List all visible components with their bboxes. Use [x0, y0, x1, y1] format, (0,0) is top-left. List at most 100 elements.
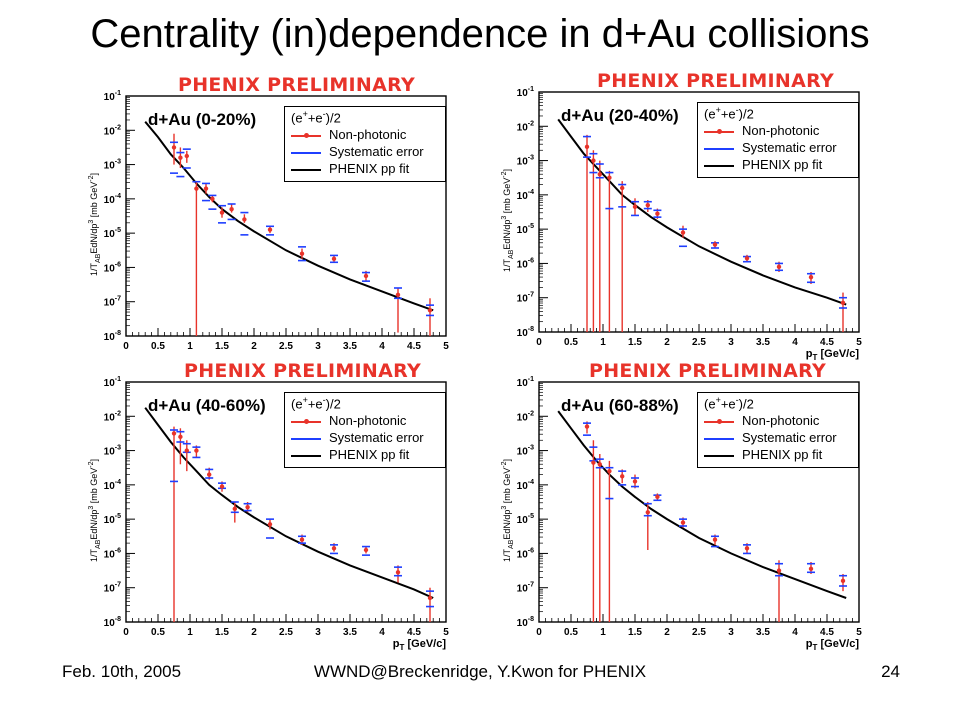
pp-fit-curve	[557, 410, 847, 599]
data-marker	[584, 424, 590, 429]
x-tick-label: 5	[856, 337, 862, 348]
y-tick-label: 10-7	[104, 296, 121, 309]
legend-swatch	[704, 165, 734, 167]
data-point	[330, 254, 338, 264]
legend: (e++e-)/2 Non-photonic Systematic error PHE…	[284, 106, 446, 182]
data-point	[653, 208, 662, 219]
x-tick-label: 1.5	[215, 627, 229, 638]
data-point	[176, 428, 185, 465]
x-tick-label: 4.5	[820, 337, 834, 348]
x-tick-label: 4.5	[407, 341, 421, 352]
data-marker	[427, 595, 433, 601]
y-tick-label: 10-7	[104, 582, 121, 595]
x-tick-label: 3	[315, 627, 321, 638]
y-tick-label: 10-7	[517, 582, 534, 595]
x-tick-label: 5	[443, 341, 449, 352]
legend-swatch	[704, 419, 734, 424]
data-point	[243, 502, 252, 513]
legend-header: (e++e-)/2	[704, 395, 754, 412]
data-point	[631, 474, 639, 489]
data-marker	[210, 196, 215, 202]
x-tick-label: 0	[536, 627, 542, 638]
y-tick-label: 10-8	[104, 616, 121, 629]
data-point	[589, 150, 598, 332]
data-point	[807, 562, 815, 574]
data-marker	[232, 506, 237, 512]
centrality-label: d+Au (60-88%)	[561, 396, 679, 415]
data-marker	[744, 546, 750, 551]
data-point	[643, 200, 652, 212]
x-tick-label: 1.5	[628, 627, 642, 638]
x-tick-label: 4	[792, 337, 798, 348]
x-tick-label: 0.5	[564, 627, 578, 638]
centrality-label: d+Au (0-20%)	[148, 110, 257, 129]
y-tick-label: 10-4	[104, 479, 121, 492]
x-tick-label: 2	[251, 627, 257, 638]
y-axis-label: 1/TABEdN/dp3 [mb GeV-2]	[501, 458, 515, 562]
x-tick-label: 0.5	[151, 341, 165, 352]
x-tick-label: 2.5	[692, 337, 706, 348]
data-marker	[808, 566, 814, 572]
y-tick-label: 10-4	[104, 193, 121, 206]
data-point	[170, 426, 178, 622]
data-marker	[597, 462, 602, 467]
x-tick-label: 2.5	[279, 341, 293, 352]
y-tick-label: 10-6	[517, 257, 534, 270]
data-point	[362, 270, 370, 282]
y-tick-label: 10-8	[517, 616, 534, 629]
x-tick-label: 0	[123, 341, 129, 352]
data-marker	[645, 510, 650, 515]
data-marker	[242, 217, 247, 222]
data-point	[266, 225, 274, 236]
x-tick-label: 4	[379, 341, 385, 352]
data-point	[298, 246, 306, 262]
y-tick-label: 10-6	[104, 547, 121, 560]
data-point	[426, 587, 434, 622]
footer-credit: WWND@Breckenridge, Y.Kwon for PHENIX	[313, 662, 647, 681]
data-point	[192, 180, 201, 336]
x-tick-label: 1	[600, 627, 606, 638]
data-point	[394, 565, 402, 583]
data-marker	[395, 292, 401, 298]
chart-panel-40-60: 0 0.5 1 1.5 2 2.5 3 3.5 4 4.5 5 10-8 10-7 10-6 10-5 10-…	[84, 360, 460, 652]
legend-item: Non-photonic	[704, 413, 904, 431]
y-tick-label: 10-7	[517, 292, 534, 305]
data-marker	[203, 186, 209, 191]
data-marker	[331, 546, 337, 551]
legend-item: Non-photonic	[291, 127, 491, 145]
data-marker	[620, 185, 625, 191]
y-tick-label: 10-3	[104, 445, 121, 458]
legend-marker	[717, 129, 722, 134]
x-tick-label: 3	[728, 627, 734, 638]
data-marker	[395, 570, 401, 575]
y-tick-label: 10-3	[517, 155, 534, 168]
legend-swatch	[291, 152, 321, 154]
data-point	[362, 545, 370, 556]
centrality-label: d+Au (40-60%)	[148, 396, 266, 415]
data-marker	[591, 158, 596, 163]
data-point	[218, 481, 226, 492]
x-tick-label: 2	[664, 337, 670, 348]
legend-marker	[717, 419, 722, 424]
data-point	[595, 454, 604, 622]
legend-header: (e++e-)/2	[291, 395, 341, 412]
data-marker	[219, 484, 225, 489]
y-tick-label: 10-8	[104, 330, 121, 343]
legend-label: PHENIX pp fit	[742, 157, 823, 172]
y-axis-label: 1/TABEdN/dp3 [mb GeV-2]	[88, 172, 102, 276]
data-point	[618, 181, 627, 332]
data-point	[205, 467, 214, 480]
x-tick-label: 3	[728, 337, 734, 348]
x-tick-label: 1	[187, 627, 193, 638]
data-point	[775, 560, 783, 622]
chart-panel-60-88: 0 0.5 1 1.5 2 2.5 3 3.5 4 4.5 5 10-8 10-7 10-6 10-5 10-…	[497, 360, 873, 652]
legend-swatch	[291, 455, 321, 457]
data-marker	[178, 434, 183, 440]
data-marker	[184, 153, 189, 159]
legend: (e++e-)/2 Non-photonic Systematic error PHE…	[697, 102, 859, 178]
footer-date: Feb. 10th, 2005	[62, 662, 182, 681]
data-point	[605, 460, 614, 622]
data-point	[589, 440, 598, 622]
data-point	[298, 534, 306, 545]
x-tick-label: 4.5	[407, 627, 421, 638]
